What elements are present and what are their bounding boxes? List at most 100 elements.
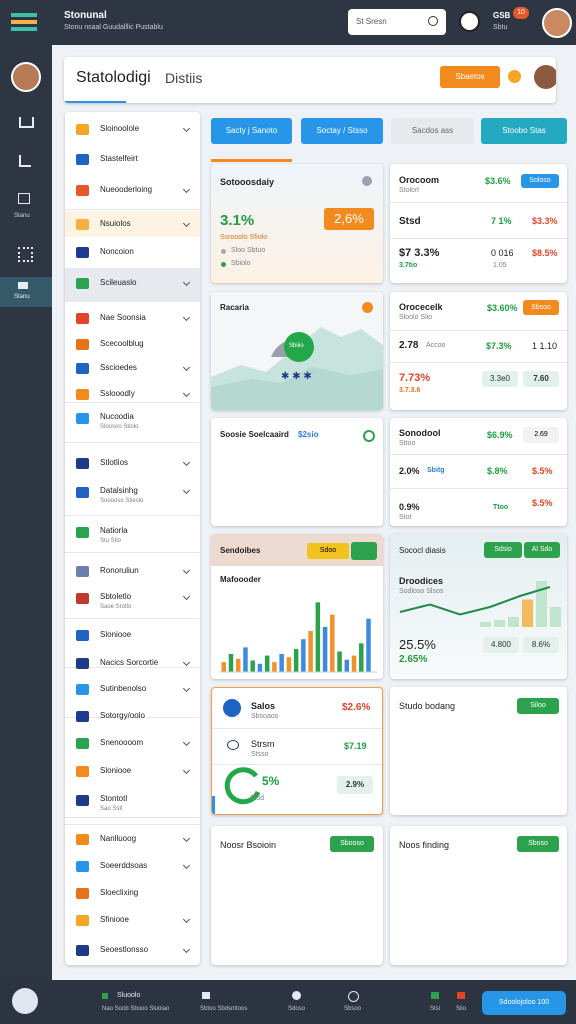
row-value: $7.19 xyxy=(344,741,367,751)
nav-item[interactable]: Datalsinhg Suoooso Stieslo xyxy=(65,485,200,507)
nav-icon xyxy=(76,124,89,135)
nav-label: Sotorgy/oolo xyxy=(100,711,145,720)
page-title: Statolodigi xyxy=(76,69,151,86)
card-badge: 2.69 xyxy=(523,427,559,443)
nav-label: Natiorla xyxy=(100,526,128,535)
tab[interactable]: Soctay / Stsso xyxy=(301,118,383,144)
card-subtitle: Sloolo Slio xyxy=(399,314,433,321)
bottom-bar: Sluoolo Nao Soob Sbooo Sluoiao Sbtoo Sbd… xyxy=(0,980,576,1024)
line-chart-card: Sococl diasis Sdsio Al Sdo Droodices Sod… xyxy=(390,534,567,679)
nav-item[interactable]: Sotorgy/oolo xyxy=(65,710,200,732)
nav-item[interactable]: Stastelfeirt xyxy=(65,153,200,175)
bottom-label[interactable]: Sluoolo xyxy=(117,992,141,999)
nav-item[interactable]: Nsuiolos xyxy=(65,218,200,240)
nav-item[interactable]: Scileuaslo xyxy=(65,277,200,299)
icons: ✱ ✱ ✱ xyxy=(281,371,312,382)
card-button[interactable]: Sbooso xyxy=(330,836,374,852)
refresh-button[interactable] xyxy=(351,542,377,560)
nav-item[interactable]: Stontotl Sao Sstl xyxy=(65,793,200,815)
nav-item[interactable]: Noncoion xyxy=(65,246,200,268)
nav-item[interactable]: Sbtoletlo Saoe Srotlo xyxy=(65,591,200,613)
bullet xyxy=(221,249,226,254)
grid-icon[interactable] xyxy=(18,247,33,262)
bar xyxy=(293,649,299,672)
divider xyxy=(65,515,200,516)
row-sub: 3.7tio xyxy=(399,262,418,269)
bar xyxy=(522,599,533,627)
notification-icon[interactable] xyxy=(459,11,480,32)
search-box[interactable]: St Sresn xyxy=(348,9,446,35)
tab[interactable]: Stoobo Stas xyxy=(481,118,567,144)
bottom-label[interactable]: Sbtoo Sbdsmtoos xyxy=(200,1006,248,1012)
bottom-label[interactable]: Siio xyxy=(456,1006,467,1012)
row-sub: Sbitg xyxy=(427,467,445,474)
nav-icon xyxy=(76,593,89,604)
card-title: Orocecelk xyxy=(399,302,443,312)
nav-item[interactable]: Nacics Sorcortie xyxy=(65,657,200,679)
nav-icon xyxy=(76,278,89,289)
info-icon xyxy=(362,176,372,186)
nav-item[interactable]: Nae Soonsia xyxy=(65,312,200,334)
nav-item[interactable]: Scecoolblug xyxy=(65,338,200,360)
nav-item[interactable]: Nucoodia Sloosoo Stiolo xyxy=(65,411,200,433)
nav-label: Nacics Sorcortie xyxy=(100,658,159,667)
gauge-label: Sbiiio xyxy=(289,343,304,349)
progress-ring xyxy=(224,767,261,805)
card-title: Soosie Soelcaaird xyxy=(220,430,289,439)
tab[interactable]: Sacty j Sanoto xyxy=(211,118,292,144)
nav-item[interactable]: Sloniooe xyxy=(65,765,200,787)
nav-item[interactable]: Sutinbenolso xyxy=(65,683,200,705)
nav-item[interactable]: Soeerddsoas xyxy=(65,860,200,882)
nav-item[interactable]: Natiorla Stu Stio xyxy=(65,525,200,547)
nav-icon xyxy=(76,339,89,350)
nav-item[interactable]: Sloniooe xyxy=(65,629,200,651)
divider xyxy=(65,667,200,668)
nav-item[interactable]: Nueooderloing xyxy=(65,184,200,206)
chart-icon[interactable] xyxy=(19,155,31,167)
row-value: 0 016 xyxy=(491,248,514,258)
card-badge[interactable]: Soloso xyxy=(521,174,559,188)
avatar[interactable] xyxy=(542,8,572,38)
card-badge[interactable]: Sdoo xyxy=(307,543,349,559)
summary-card: Sotooosdaiy 3.1% 2,6% Ssrooolo Sfiolo Sl… xyxy=(211,164,383,283)
row-label: 7.73% xyxy=(399,372,431,384)
doc-icon[interactable] xyxy=(18,193,30,204)
nav-label: Sloeclixing xyxy=(100,888,139,897)
bottom-label[interactable]: Stsi xyxy=(430,1006,441,1012)
rail-active[interactable]: Stanu xyxy=(0,277,52,307)
nav-item[interactable]: Sloinoolole xyxy=(65,123,200,145)
bar xyxy=(359,643,364,672)
nav-item[interactable]: Nanlluoog xyxy=(65,833,200,855)
nav-item[interactable]: Sslooodly xyxy=(65,388,200,410)
card-button[interactable]: Al Sdo xyxy=(524,542,560,558)
nav-item[interactable]: Seoestlonsso xyxy=(65,944,200,965)
card-button[interactable]: Sdsio xyxy=(484,542,522,558)
card-button[interactable]: Siloo xyxy=(517,698,559,714)
bottom-label[interactable]: Sbsoo xyxy=(344,1006,362,1012)
bottom-label[interactable]: Sdoso xyxy=(288,1006,306,1012)
card-badge[interactable]: Sbsoo xyxy=(523,300,559,315)
nav-item[interactable]: Sscioedes xyxy=(65,362,200,384)
tab[interactable]: Sacdos ass xyxy=(391,118,474,144)
nav-label: Sscioedes xyxy=(100,363,137,372)
nav-label: Stlotlios xyxy=(100,458,129,467)
card-button[interactable]: Sboso xyxy=(517,836,559,852)
divider xyxy=(390,488,567,489)
nav-item[interactable]: Ronoruliun xyxy=(65,565,200,587)
divider xyxy=(65,824,200,825)
nav-label: Stontotl xyxy=(100,794,128,803)
nav-item[interactable]: Snenoooom xyxy=(65,737,200,759)
home-icon[interactable] xyxy=(19,117,34,128)
nav-item[interactable]: Sfiniooe xyxy=(65,914,200,936)
card-subtitle: Stolorl xyxy=(399,187,419,194)
header-button[interactable]: Sbaetos xyxy=(440,66,500,88)
ring-value: 5% xyxy=(262,774,280,788)
nav-sublabel: Saoe Srotlo xyxy=(100,604,132,610)
rail-avatar[interactable] xyxy=(11,62,41,92)
nav-item[interactable]: Stlotlios xyxy=(65,457,200,479)
nav-item[interactable]: Sloeclixing xyxy=(65,887,200,909)
header-avatar[interactable] xyxy=(534,65,556,89)
card-value: 3.1% xyxy=(220,212,255,229)
nav-icon xyxy=(76,219,89,230)
bottom-button[interactable]: Sdoolojoloo 100 xyxy=(482,991,566,1015)
